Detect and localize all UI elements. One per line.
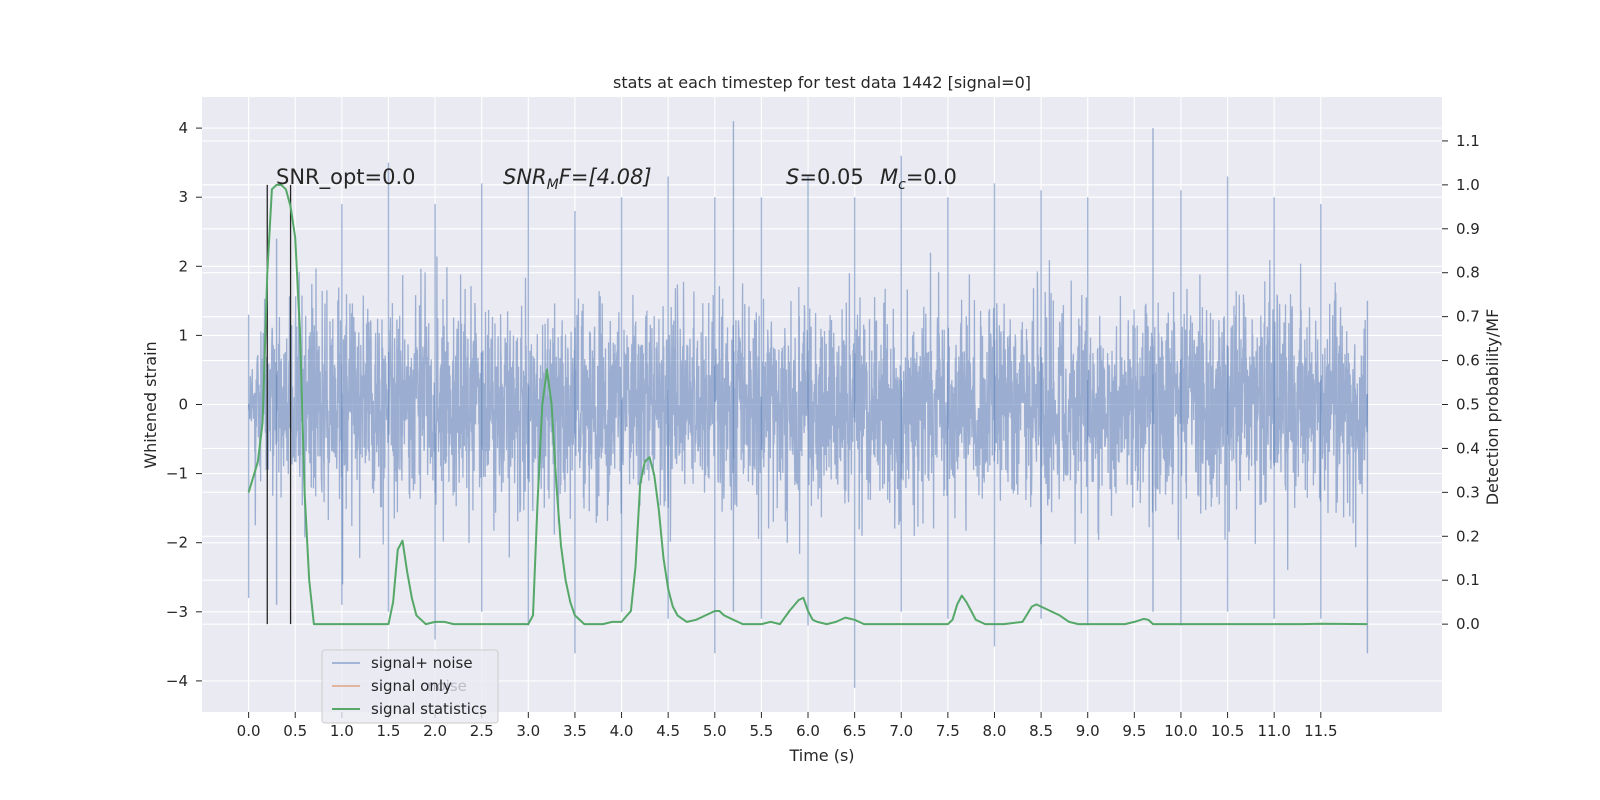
snr-mf-main: SNR: [503, 165, 547, 189]
x-tick-label: 5.5: [749, 722, 773, 740]
y2-tick-label: 1.1: [1456, 132, 1480, 150]
x-tick-label: 1.5: [377, 722, 401, 740]
legend-box: [321, 649, 499, 724]
x-axis-ticks: 0.0 0.5 1.0 1.5 2.0 2.5 3.0 3.5 4.0 4.5 5.0 5.5 6.0 6…: [237, 712, 1338, 740]
x-tick-label: 4.5: [656, 722, 680, 740]
mc-main: M: [880, 165, 898, 189]
x-tick-label: 2.5: [470, 722, 494, 740]
x-tick-label: 6.0: [796, 722, 820, 740]
x-tick-label: 11.5: [1304, 722, 1337, 740]
x-tick-label: 2.0: [423, 722, 447, 740]
x-tick-label: 8.0: [983, 722, 1007, 740]
y2-tick-label: 0.1: [1456, 571, 1480, 589]
y2-tick-label: 0.7: [1456, 308, 1480, 326]
x-tick-label: 7.0: [889, 722, 913, 740]
signal-statistics-series: [247, 183, 1368, 626]
annotation-mc: Mc=0.0: [880, 165, 957, 193]
y-tick-label: 4: [178, 119, 188, 137]
mc-rest: =0.0: [906, 165, 957, 189]
y2-tick-label: 0.8: [1456, 264, 1480, 282]
x-tick-label: 8.5: [1029, 722, 1053, 740]
y-tick-label: 2: [178, 257, 188, 275]
x-tick-label: 3.5: [563, 722, 587, 740]
s-rest: =0.05: [799, 165, 863, 189]
statistics-line: [247, 183, 1368, 626]
snr-opt-text: SNR_opt=0.0: [276, 165, 416, 190]
y2-tick-label: 0.3: [1456, 483, 1480, 501]
annotation-s: S=0.05: [786, 165, 864, 189]
x-tick-label: 6.5: [843, 722, 867, 740]
s-text: S=0.05: [786, 165, 864, 189]
y2-tick-label: 0.4: [1456, 439, 1480, 457]
y-tick-label: −2: [166, 534, 188, 552]
y2-axis-ticks: 0.0 0.1 0.2 0.3 0.4 0.5 0.6 0.7 0.8 0.9 1.0 1.1: [1442, 132, 1480, 633]
y-tick-label: −1: [166, 465, 188, 483]
y-tick-label: 1: [178, 326, 188, 344]
y2-tick-label: 0.5: [1456, 396, 1480, 414]
legend-label-noise: signal+ noise: [371, 654, 473, 672]
x-tick-label: 4.0: [610, 722, 634, 740]
legend-label-statistics: signal statistics: [371, 700, 487, 718]
y2-tick-label: 1.0: [1456, 176, 1480, 194]
legend-label-signal-only: signal only: [371, 677, 452, 695]
x-tick-label: 0.0: [237, 722, 261, 740]
x-axis-label: Time (s): [788, 746, 854, 765]
y-tick-label: −4: [166, 672, 188, 690]
x-tick-label: 0.5: [283, 722, 307, 740]
y2-tick-label: 0.9: [1456, 220, 1480, 238]
x-tick-label: 7.5: [936, 722, 960, 740]
y2-axis-label: Detection probability/MF: [1483, 309, 1502, 506]
x-tick-label: 3.0: [516, 722, 540, 740]
snr-mf-rest-f: F=[4.08]: [559, 165, 652, 189]
legend: signal+ noise noise signal only signal s…: [321, 649, 499, 724]
y-axis-label: Whitened strain: [141, 341, 160, 468]
snr-mf-sub: M: [547, 177, 559, 193]
y2-tick-label: 0.6: [1456, 352, 1480, 370]
snr-mf-text: SNRMF=[4.08]: [503, 165, 652, 193]
y-tick-label: −3: [166, 603, 188, 621]
legend-ghost-text: noise: [427, 677, 467, 695]
mc-text: Mc=0.0: [880, 165, 957, 193]
y2-tick-label: 0.0: [1456, 615, 1480, 633]
y-axis-ticks: −4 −3 −2 −1 0 1 2 3 4: [166, 119, 202, 690]
annotation-snr-mf: SNRMF=[4.08]: [503, 165, 652, 193]
signal-noise-series: [247, 121, 1369, 688]
annotation-snr-opt: SNR_opt=0.0: [276, 165, 416, 190]
x-tick-label: 9.0: [1076, 722, 1100, 740]
mc-sub: c: [898, 177, 906, 193]
x-tick-label: 11.0: [1257, 722, 1290, 740]
y2-tick-label: 0.2: [1456, 527, 1480, 545]
x-tick-label: 9.5: [1122, 722, 1146, 740]
x-tick-label: 1.0: [330, 722, 354, 740]
chart-title: stats at each timestep for test data 144…: [613, 73, 1031, 92]
x-tick-label: 10.0: [1164, 722, 1197, 740]
x-tick-label: 10.5: [1211, 722, 1244, 740]
y-tick-label: 0: [178, 396, 188, 414]
y-tick-label: 3: [178, 188, 188, 206]
x-tick-label: 5.0: [703, 722, 727, 740]
s-var: S: [786, 165, 799, 189]
